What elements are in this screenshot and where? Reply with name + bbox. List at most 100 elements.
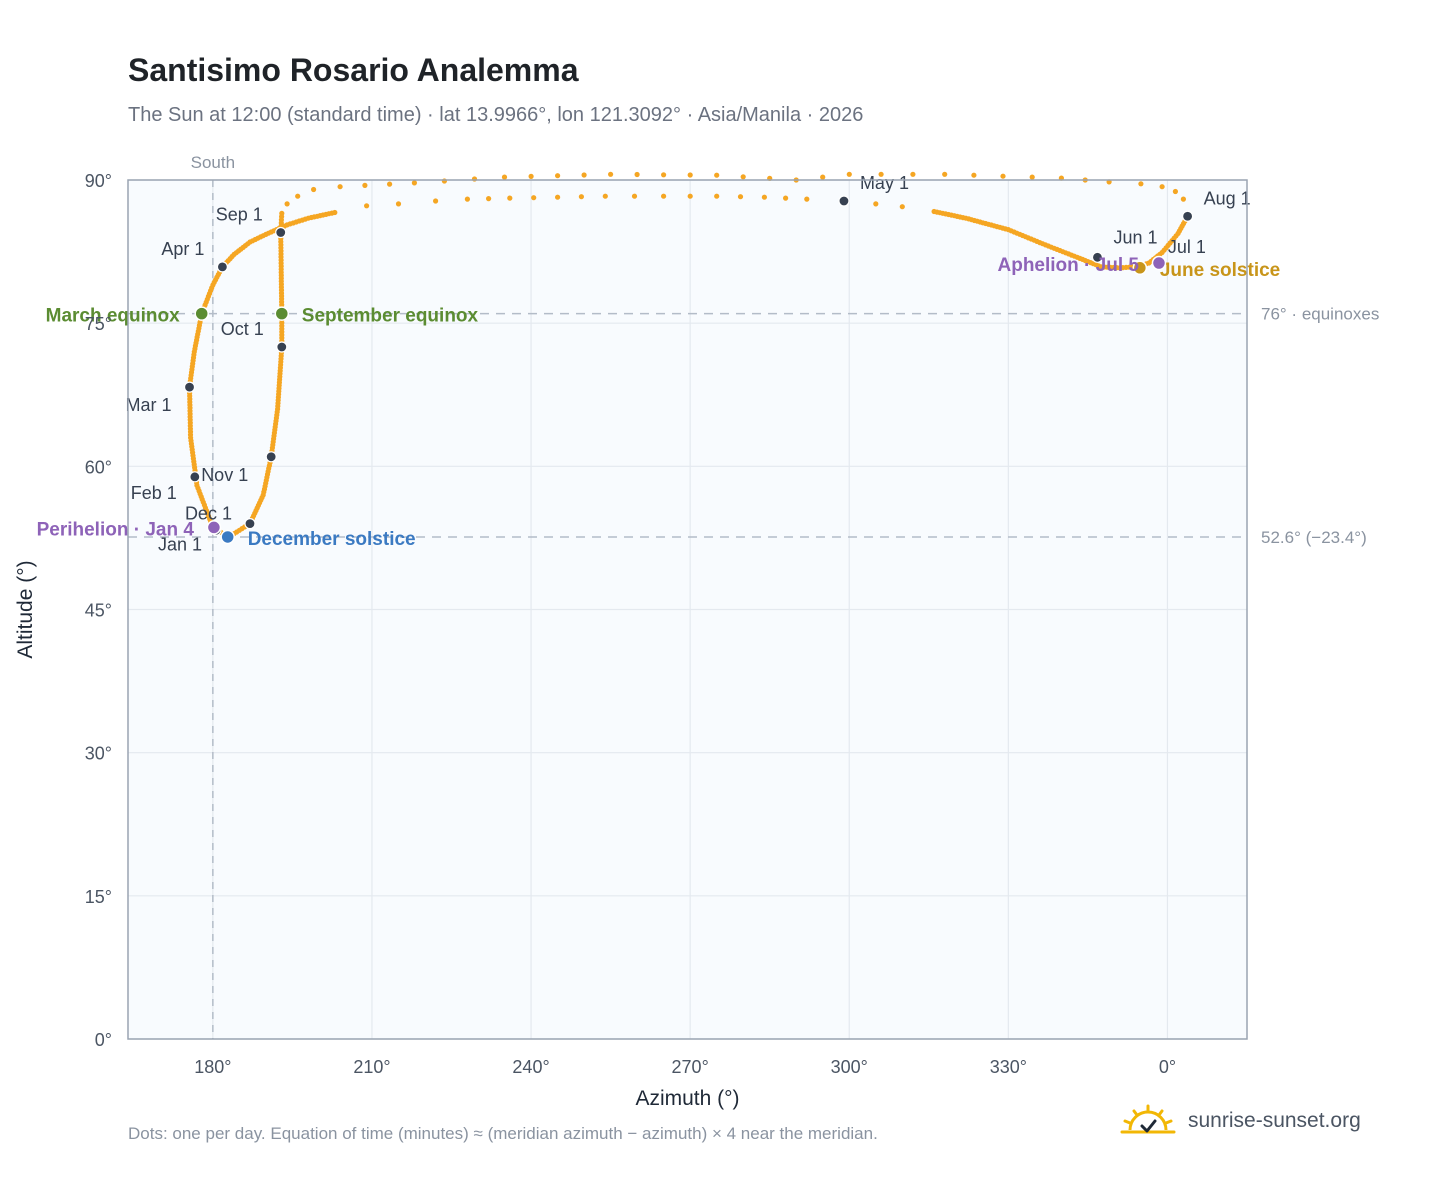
- daily-sun-dot: [1029, 174, 1035, 180]
- month-marker-oct-1: [276, 341, 288, 353]
- x-tick-label: 210°: [353, 1057, 390, 1077]
- month-marker-feb-1: [189, 471, 201, 483]
- daily-sun-dot: [661, 172, 667, 178]
- month-marker-apr-1: [216, 261, 228, 273]
- reference-lines: South 76° · equinoxes 52.6° (−23.4°): [128, 153, 1379, 1039]
- daily-sun-dot: [714, 193, 720, 199]
- daily-sun-dot: [471, 176, 478, 182]
- event-marker-june-solstice: [1132, 260, 1148, 276]
- daily-sun-dot: [1172, 188, 1178, 195]
- daily-sun-dot: [761, 194, 768, 200]
- daily-sun-dot: [1138, 181, 1144, 187]
- daily-sun-dot: [783, 195, 789, 201]
- daily-sun-dot: [578, 194, 585, 200]
- daily-sun-dot: [714, 172, 720, 178]
- south-label: South: [191, 153, 235, 172]
- daily-sun-dot: [311, 186, 317, 193]
- daily-sun-dot: [395, 201, 402, 207]
- month-label-dec-1: Dec 1: [185, 504, 232, 524]
- event-marker-september-equinox: [274, 306, 290, 321]
- daily-sun-dot: [555, 194, 561, 200]
- y-tick-label: 30°: [85, 744, 112, 764]
- daily-sun-dot: [910, 171, 916, 177]
- month-marker-dec-1: [244, 517, 256, 530]
- brand[interactable]: sunrise-sunset.org: [1120, 1104, 1361, 1138]
- x-tick-label: 300°: [831, 1057, 868, 1077]
- daily-sun-dot: [507, 195, 513, 201]
- month-marker-sep-1: [275, 226, 287, 239]
- footnote: Dots: one per day. Equation of time (min…: [128, 1124, 878, 1143]
- event-label-aphelion-jul-5: Aphelion · Jul 5: [998, 255, 1140, 276]
- event-markers: March equinox September equinox June solst…: [37, 255, 1281, 550]
- month-label-nov-1: Nov 1: [201, 465, 248, 485]
- daily-sun-dot: [737, 194, 744, 200]
- event-label-december-solstice: December solstice: [248, 529, 416, 550]
- event-marker-perihelion-jan-4: [206, 520, 222, 535]
- brand-name: sunrise-sunset.org: [1188, 1109, 1361, 1132]
- daily-sun-dot: [337, 184, 343, 190]
- altitude-reference-label: 52.6° (−23.4°): [1261, 528, 1367, 547]
- y-tick-label: 90°: [85, 171, 112, 191]
- daily-sun-dot: [820, 174, 826, 180]
- month-markers: Jan 1 Feb 1 Mar 1 Apr 1 May 1 Jun 1 Jul 1 Aug 1…: [126, 173, 1251, 554]
- event-marker-aphelion-jul-5: [1151, 255, 1167, 271]
- daily-sun-dot: [581, 172, 587, 178]
- daily-sun-dot: [687, 172, 693, 178]
- daily-sun-dot: [411, 180, 417, 186]
- daily-sun-dot: [804, 196, 810, 202]
- x-tick-label: 330°: [990, 1057, 1027, 1077]
- event-marker-march-equinox: [194, 306, 209, 321]
- daily-sun-dot: [531, 195, 537, 201]
- altitude-reference-label: 76° · equinoxes: [1261, 305, 1379, 324]
- month-marker-nov-1: [265, 451, 277, 463]
- daily-sun-dot: [332, 209, 338, 216]
- daily-sun-dot: [846, 171, 852, 177]
- axes: 180° 210° 240° 270° 300° 330° 0° 0° 15° 30° 45° 60°…: [14, 171, 1176, 1110]
- y-tick-label: 75°: [85, 314, 112, 334]
- y-tick-label: 15°: [85, 887, 112, 907]
- daily-sun-dot: [284, 201, 290, 207]
- month-label-may-1: May 1: [860, 173, 909, 193]
- daily-sun-dot: [634, 171, 640, 178]
- daily-sun-dot: [602, 193, 608, 199]
- daily-sun-dot: [295, 193, 301, 199]
- x-tick-label: 240°: [512, 1057, 549, 1077]
- month-label-sep-1: Sep 1: [216, 204, 263, 224]
- x-tick-label: 270°: [672, 1057, 709, 1077]
- daily-sun-dot: [942, 171, 948, 177]
- month-label-jan-1: Jan 1: [158, 534, 202, 554]
- x-tick-label: 0°: [1159, 1057, 1176, 1077]
- month-label-oct-1: Oct 1: [221, 319, 264, 339]
- daily-sun-dot: [631, 193, 638, 199]
- y-tick-label: 60°: [85, 457, 112, 477]
- daily-sun-dot: [1000, 173, 1006, 179]
- page-title: Santisimo Rosario Analemma: [128, 52, 579, 88]
- daily-sun-dot: [486, 196, 492, 202]
- daily-sun-dot: [362, 182, 368, 188]
- event-label-march-equinox: March equinox: [46, 306, 181, 327]
- daily-sun-dot: [464, 196, 470, 202]
- daily-sun-dot: [873, 201, 879, 207]
- daily-sun-dot: [1180, 196, 1186, 202]
- daily-sun-dot: [433, 198, 439, 204]
- event-marker-december-solstice: [220, 529, 235, 545]
- daily-sun-dot: [441, 178, 447, 184]
- y-tick-label: 45°: [85, 601, 112, 621]
- daily-sun-dot: [364, 203, 370, 209]
- month-label-mar-1: Mar 1: [126, 395, 172, 415]
- month-marker-aug-1: [1182, 210, 1194, 222]
- daily-sun-dot: [687, 193, 693, 199]
- daily-sun-dot: [971, 172, 977, 178]
- daily-sun-dot: [899, 204, 905, 210]
- x-tick-label: 180°: [194, 1057, 231, 1077]
- month-label-jun-1: Jun 1: [1113, 227, 1157, 247]
- month-marker-mar-1: [183, 381, 196, 393]
- daily-sun-dot: [608, 171, 614, 177]
- daily-sun-dot: [501, 174, 508, 180]
- month-label-feb-1: Feb 1: [131, 483, 177, 503]
- daily-sun-dot: [740, 174, 746, 180]
- event-label-perihelion-jan-4: Perihelion · Jan 4: [37, 519, 195, 540]
- y-tick-label: 0°: [95, 1030, 112, 1050]
- sun-logo-icon: [1120, 1104, 1176, 1134]
